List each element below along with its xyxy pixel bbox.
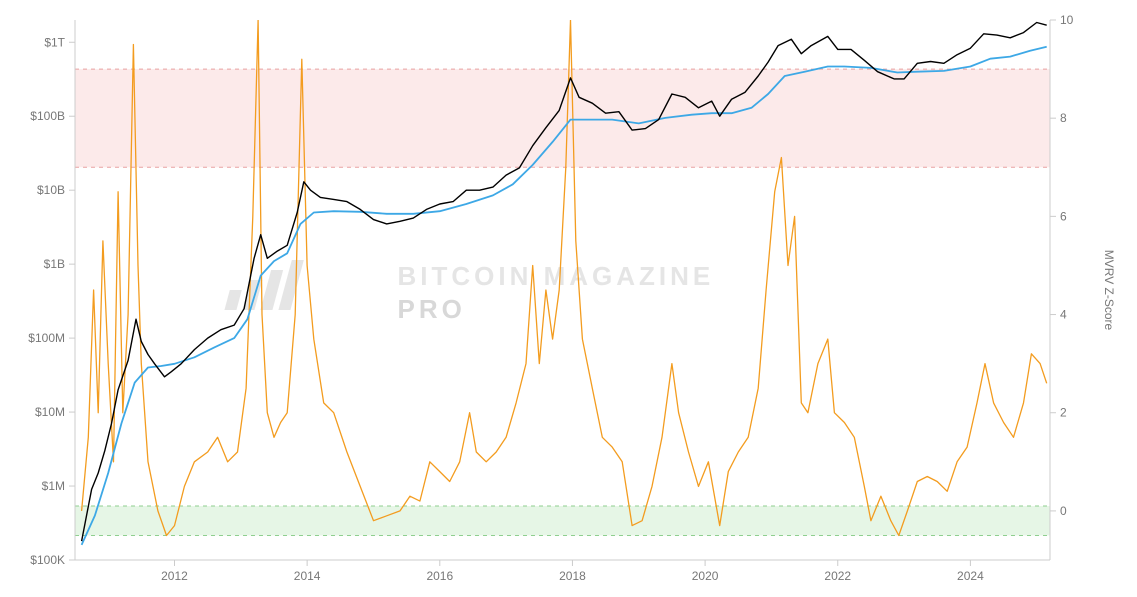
svg-text:PRO: PRO: [398, 294, 466, 324]
y-right-tick-label: 8: [1060, 111, 1067, 125]
chart-svg: BITCOIN MAGAZINEPRO201220142016201820202…: [0, 0, 1137, 597]
y-left-tick-label: $10B: [37, 183, 65, 197]
x-tick-label: 2020: [692, 569, 719, 583]
x-tick-label: 2014: [294, 569, 321, 583]
x-tick-label: 2016: [426, 569, 453, 583]
y-left-tick-label: $1B: [44, 257, 65, 271]
x-tick-label: 2024: [957, 569, 984, 583]
x-tick-label: 2022: [824, 569, 851, 583]
y-right-axis-title: MVRV Z-Score: [1102, 250, 1116, 331]
y-left-tick-label: $10M: [35, 405, 65, 419]
x-tick-label: 2018: [559, 569, 586, 583]
x-tick-label: 2012: [161, 569, 188, 583]
y-right-tick-label: 6: [1060, 209, 1067, 223]
y-left-tick-label: $100M: [28, 331, 65, 345]
y-left-tick-label: $100K: [30, 553, 65, 567]
y-right-tick-label: 10: [1060, 13, 1074, 27]
y-right-tick-label: 2: [1060, 406, 1067, 420]
y-right-tick-label: 0: [1060, 504, 1067, 518]
y-right-tick-label: 4: [1060, 308, 1067, 322]
y-left-tick-label: $100B: [30, 109, 65, 123]
chart-container: BITCOIN MAGAZINEPRO201220142016201820202…: [0, 0, 1137, 597]
svg-text:BITCOIN MAGAZINE: BITCOIN MAGAZINE: [398, 261, 715, 291]
y-left-tick-label: $1M: [42, 479, 65, 493]
y-left-tick-label: $1T: [44, 35, 65, 49]
